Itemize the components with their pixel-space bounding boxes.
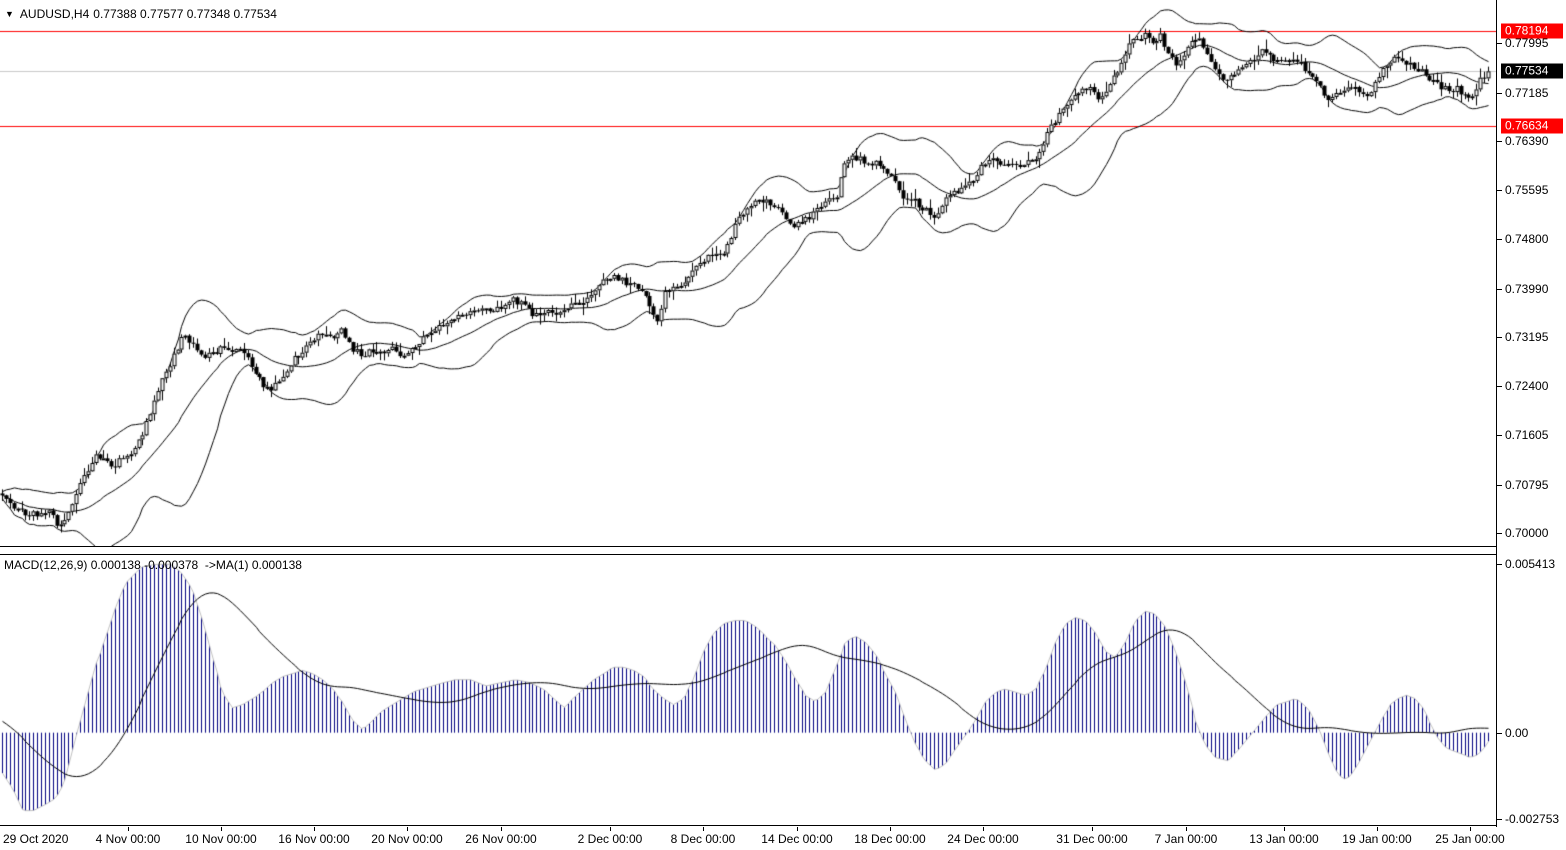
price-tick-mark [1497, 190, 1502, 191]
symbol-label: AUDUSD,H4 [19, 7, 90, 21]
date-tick-mark [1470, 827, 1471, 831]
macd-ma-value: 0.000138 [251, 558, 302, 572]
macd-tick-mark [1497, 564, 1502, 565]
macd-tick-label: 0.005413 [1505, 556, 1556, 571]
date-tick-mark [797, 827, 798, 831]
date-tick-label: 14 Dec 00:00 [761, 832, 833, 846]
price-tick-label: 0.74800 [1505, 231, 1549, 246]
date-tick-label: 2 Dec 00:00 [577, 832, 643, 846]
date-tick-label: 19 Jan 00:00 [1342, 832, 1412, 846]
price-tick-label: 0.70000 [1505, 526, 1549, 541]
date-tick-mark [703, 827, 704, 831]
price-tick-mark [1497, 337, 1502, 338]
pane-separator[interactable] [0, 546, 1496, 547]
price-tick-label: 0.72400 [1505, 379, 1549, 394]
date-tick-mark [610, 827, 611, 831]
price-tick-mark [1497, 289, 1502, 290]
macd-tick-mark [1497, 819, 1502, 820]
support-price-label: 0.76634 [1501, 118, 1563, 134]
date-tick-label: 26 Nov 00:00 [465, 832, 537, 846]
price-tick-mark [1497, 435, 1502, 436]
date-tick-label: 4 Nov 00:00 [95, 832, 161, 846]
macd-indicator-pane[interactable] [0, 554, 1496, 826]
date-axis[interactable]: 29 Oct 2020 4 Nov 00:00 10 Nov 00:00 16 Nov… [0, 827, 1566, 850]
date-tick-mark [1092, 827, 1093, 831]
date-tick-mark [221, 827, 222, 831]
date-tick-mark [128, 827, 129, 831]
ohlc-open: 0.77388 [93, 7, 137, 21]
date-tick-mark [1186, 827, 1187, 831]
main-chart-canvas[interactable] [0, 0, 1496, 546]
date-tick-label: 18 Dec 00:00 [854, 832, 926, 846]
macd-value: 0.000138 [90, 558, 141, 572]
date-tick-mark [1284, 827, 1285, 831]
price-tick-mark [1497, 386, 1502, 387]
price-tick-label: 0.73195 [1505, 330, 1549, 345]
date-tick-mark [890, 827, 891, 831]
macd-tick-mark [1497, 733, 1502, 734]
price-axis-border [1496, 0, 1497, 831]
resistance-price-label: 0.78194 [1501, 23, 1563, 39]
date-tick-label: 10 Nov 00:00 [185, 832, 257, 846]
macd-name: MACD(12,26,9) [4, 558, 88, 572]
date-tick-mark [314, 827, 315, 831]
date-tick-label: 24 Dec 00:00 [947, 832, 1019, 846]
price-tick-label: 0.77185 [1505, 85, 1549, 100]
chart-title: ▼ AUDUSD,H4 0.77388 0.77577 0.77348 0.7753… [5, 7, 277, 21]
macd-prev-value: -0.000378 [144, 558, 199, 572]
price-tick-label: 0.75595 [1505, 183, 1549, 198]
price-tick-label: 0.71605 [1505, 427, 1549, 442]
ohlc-close: 0.77534 [233, 7, 277, 21]
current-price-label: 0.77534 [1501, 63, 1563, 79]
date-tick-label: 7 Jan 00:00 [1154, 832, 1218, 846]
date-tick-label: 8 Dec 00:00 [670, 832, 736, 846]
date-tick-mark [1377, 827, 1378, 831]
price-tick-label: 0.76390 [1505, 134, 1549, 149]
date-tick-label: 13 Jan 00:00 [1249, 832, 1319, 846]
date-tick-label: 25 Jan 00:00 [1435, 832, 1505, 846]
date-tick-mark [983, 827, 984, 831]
price-axis[interactable]: 0.77995 0.77185 0.76390 0.75595 0.74800 0.739… [1497, 0, 1566, 827]
price-tick-mark [1497, 43, 1502, 44]
date-tick-label: 31 Dec 00:00 [1056, 832, 1128, 846]
date-tick-mark [407, 827, 408, 831]
price-tick-label: 0.77995 [1505, 36, 1549, 51]
price-tick-mark [1497, 485, 1502, 486]
macd-tick-label: -0.002753 [1505, 811, 1560, 826]
main-chart-pane[interactable] [0, 0, 1496, 546]
date-tick-mark [501, 827, 502, 831]
macd-tick-label: 0.00 [1505, 725, 1529, 740]
macd-canvas[interactable] [0, 555, 1496, 825]
price-tick-mark [1497, 141, 1502, 142]
price-tick-label: 0.73990 [1505, 281, 1549, 296]
macd-indicator-label: MACD(12,26,9) 0.000138 -0.000378 ->MA(1)… [4, 558, 302, 572]
price-tick-label: 0.70795 [1505, 477, 1549, 492]
ohlc-high: 0.77577 [140, 7, 184, 21]
price-tick-mark [1497, 533, 1502, 534]
symbol-collapse-icon[interactable]: ▼ [5, 9, 14, 19]
ohlc-low: 0.77348 [186, 7, 231, 21]
price-tick-mark [1497, 239, 1502, 240]
date-tick-label: 16 Nov 00:00 [278, 832, 350, 846]
price-tick-mark [1497, 93, 1502, 94]
date-tick-label: 29 Oct 2020 [3, 832, 69, 846]
macd-ma-label: ->MA(1) [204, 558, 249, 572]
date-tick-label: 20 Nov 00:00 [371, 832, 443, 846]
